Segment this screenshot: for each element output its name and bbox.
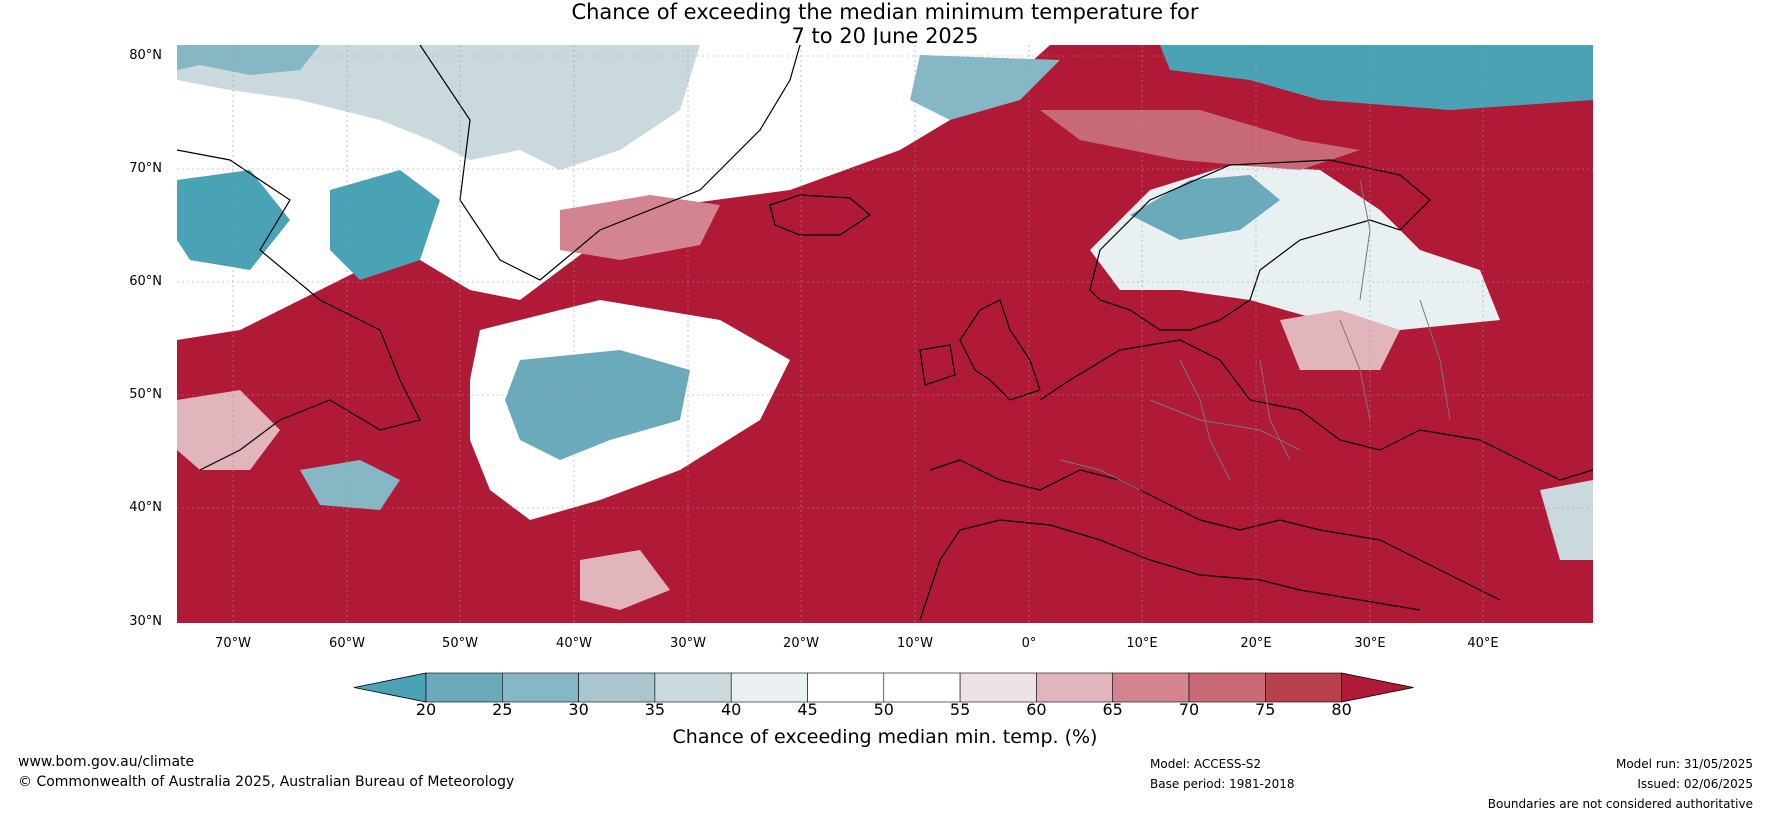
title-line-2: 7 to 20 June 2025 [791, 24, 979, 48]
colorbar-segment [730, 672, 808, 703]
colorbar-tick-label: 50 [873, 700, 894, 719]
colorbar-segment [959, 672, 1037, 703]
footer-model: Model: ACCESS-S2 [1150, 757, 1262, 771]
colorbar-tick-label: 60 [1026, 700, 1047, 719]
lat-label-80n: 80°N [129, 48, 162, 63]
colorbar-segment [883, 672, 961, 703]
lon-label-40w: 40°W [556, 636, 592, 651]
colorbar-segment [1265, 672, 1342, 703]
colorbar-tick-label: 35 [644, 700, 666, 719]
colorbar-segment [425, 672, 503, 703]
lon-label-60w: 60°W [329, 636, 365, 651]
lat-label-50n: 50°N [129, 387, 162, 402]
colorbar-segment [807, 672, 885, 703]
colorbar-segment [1188, 672, 1266, 703]
footer-model-run: Model run: 31/05/2025 [1615, 757, 1753, 771]
colorbar-tick-label: 65 [1102, 700, 1123, 719]
colorbar-tick-label: 75 [1255, 700, 1276, 719]
lon-label-20w: 20°W [783, 636, 819, 651]
colorbar-tick-label: 45 [797, 700, 818, 719]
lon-label-10w: 10°W [897, 636, 933, 651]
lat-label-60n: 60°N [129, 274, 162, 289]
colorbar-tick-label: 20 [415, 700, 437, 719]
lon-label-10e: 10°E [1126, 636, 1158, 651]
title-line-1: Chance of exceeding the median minimum t… [571, 0, 1199, 24]
colorbar-title: Chance of exceeding median min. temp. (%… [672, 726, 1098, 748]
coastlines [177, 45, 1593, 621]
probability-field [177, 45, 1593, 623]
colorbar-segment [654, 672, 732, 703]
lat-label-40n: 40°N [129, 500, 162, 515]
colorbar-segment [1036, 672, 1114, 703]
lon-label-0: 0° [1021, 636, 1037, 651]
footer-issued: Issued: 02/06/2025 [1637, 777, 1753, 791]
colorbar-tick-label: 40 [721, 700, 742, 719]
colorbar-tick-label: 70 [1178, 700, 1200, 719]
lat-label-30n: 30°N [129, 614, 162, 629]
footer-base-period: Base period: 1981-2018 [1150, 777, 1295, 791]
lon-label-30w: 30°W [670, 636, 706, 651]
colorbar-segment [1112, 672, 1190, 703]
lon-label-50w: 50°W [442, 636, 478, 651]
footer-disclaimer: Boundaries are not considered authoritat… [1487, 797, 1753, 811]
colorbar-segment [501, 672, 579, 703]
lon-label-20e: 20°E [1240, 636, 1272, 651]
graticule [177, 45, 1593, 623]
chart-title: Chance of exceeding the median minimum t… [0, 0, 1770, 48]
colorbar-extend-high [1341, 672, 1414, 703]
colorbar-tick-label: 30 [568, 700, 589, 719]
colorbar-extend-low [353, 672, 427, 703]
colorbar-segment [578, 672, 656, 703]
lon-label-30e: 30°E [1354, 636, 1386, 651]
lat-label-70n: 70°N [129, 161, 162, 176]
colorbar-tick-label: 25 [492, 700, 513, 719]
colorbar-tick-label: 80 [1331, 700, 1352, 719]
footer-url: www.bom.gov.au/climate [18, 754, 195, 770]
lon-label-70w: 70°W [215, 636, 251, 651]
footer-copyright: © Commonwealth of Australia 2025, Austra… [18, 774, 515, 790]
colorbar-tick-label: 55 [949, 700, 971, 719]
lon-label-40e: 40°E [1467, 636, 1499, 651]
colorbar [353, 672, 1414, 703]
